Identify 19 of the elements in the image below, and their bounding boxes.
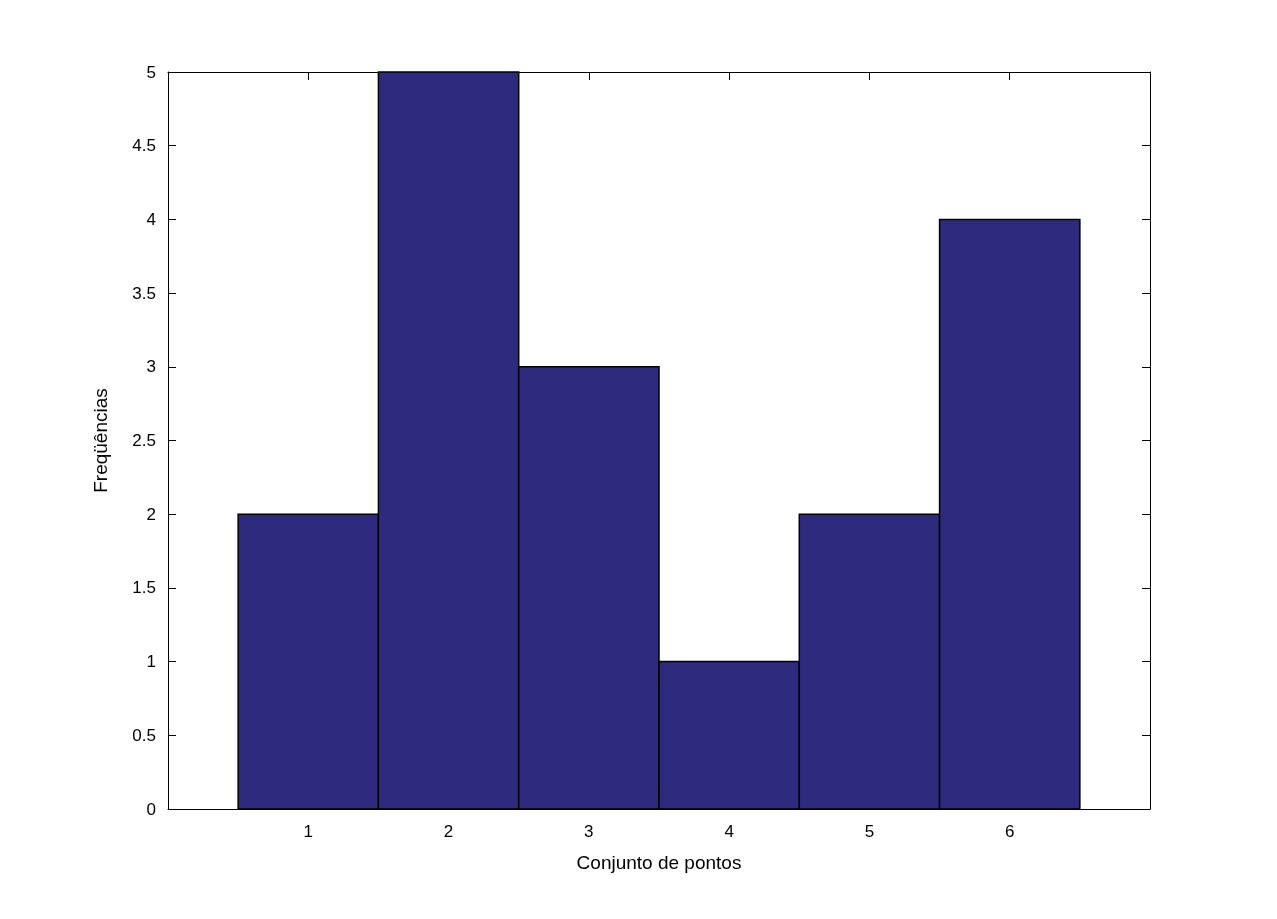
y-tick-label: 3: [146, 357, 156, 377]
y-tick-label: 3.5: [132, 283, 156, 303]
x-tick-label: 5: [864, 822, 875, 841]
x-axis-title: Conjunto de pontos: [576, 852, 742, 873]
y-tick-label: 1.5: [132, 578, 156, 598]
y-tick-label: 4: [146, 209, 156, 229]
y-tick-label: 1: [146, 652, 156, 672]
y-tick-label: 2.5: [132, 431, 156, 450]
x-tick-label: 4: [724, 822, 734, 841]
x-tick-label: 2: [443, 822, 454, 841]
x-tick-label: 3: [584, 822, 594, 841]
y-tick-label: 4.5: [132, 136, 156, 156]
y-tick-label: 0: [146, 799, 156, 819]
y-tick-label: 5: [146, 62, 156, 82]
x-tick-label: 6: [1004, 822, 1015, 841]
y-axis-title: Freqüências: [90, 388, 111, 493]
y-tick-label: 2: [146, 504, 156, 524]
y-tick-label: 0.5: [132, 725, 156, 745]
x-tick-label: 1: [303, 822, 314, 841]
